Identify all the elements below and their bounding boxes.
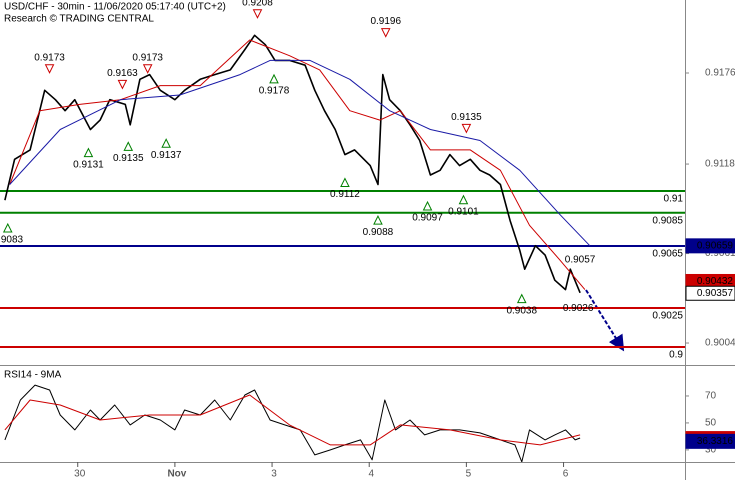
chart-subtitle: Research © TRADING CENTRAL [4,14,154,25]
low-marker [422,200,433,211]
low-label: 0.9101 [448,206,479,217]
high-label: 0.9163 [107,68,138,79]
level-label: 0.91 [664,194,684,205]
x-tick-label: Nov [167,469,186,480]
high-label: 0.9173 [34,52,65,63]
series-line [9,39,586,290]
chart-title: USD/CHF - 30min - 11/06/2020 05:17:40 (U… [4,2,226,13]
high-label: 0.9196 [370,16,401,27]
y-tick-label: 30 [705,445,717,456]
low-label: 0.9137 [151,150,182,161]
price-box [685,238,735,254]
x-tick-label: 5 [466,469,472,480]
high-marker [142,64,153,74]
price-box [685,433,735,449]
low-marker [161,138,171,148]
low-marker [373,215,383,225]
low-label: 0.9131 [73,159,104,170]
y-tick-label: 50 [705,418,717,429]
high-marker [461,123,472,134]
high-marker [117,79,128,90]
price-box-label: 0.90659 [697,240,734,251]
low-marker [123,141,134,151]
y-tick-label: 0.9118 [705,159,735,170]
high-marker [252,9,263,19]
price-box [685,285,735,301]
y-tick-label: 0.9004 [705,338,735,349]
low-marker [269,73,279,84]
axes: 0.9176 0.9118 0.9061 0.9004 0.91 0.9085 0.9065… [74,68,735,480]
x-tick-label: 30 [74,469,86,480]
price-box-label: 0.90432 [697,276,734,287]
low-marker [2,222,13,233]
series-line [4,34,581,294]
price-box-label: 0.90357 [697,288,734,299]
high-label: 0.9208 [242,0,273,8]
x-tick-label: 6 [563,469,569,480]
level-label: 0.9065 [652,249,683,260]
price-note: 0.9026 [563,303,594,314]
indicator-title: RSI14 - 9MA [4,370,62,381]
series-line [9,59,591,247]
low-label: 0.9097 [412,213,443,224]
low-label: 0.9178 [259,86,290,97]
price-note: 0.9057 [565,254,596,265]
low-marker [516,293,527,304]
high-label: 0.9135 [451,112,482,123]
low-label: 0.9088 [363,227,394,238]
high-marker [44,64,55,74]
level-label: 0.9085 [652,215,683,226]
low-marker [458,194,469,205]
high-marker [380,28,391,38]
level-label: 0.9025 [652,311,683,322]
low-label: 0.9135 [113,153,144,164]
series-line [4,394,581,446]
low-label: 0.9038 [506,305,537,316]
low-label: 0.9083 [0,235,24,246]
low-marker [83,147,94,158]
level-label: 0.9 [669,350,683,361]
y-tick-label: 70 [705,391,717,402]
high-label: 0.9173 [132,52,163,63]
rsi-pane [4,384,581,462]
low-marker [340,177,350,187]
price-box-label: 36.3316 [697,436,734,447]
y-tick-label: 0.9176 [705,68,735,79]
low-label: 0.9112 [330,189,360,200]
y-tick-label: 0.9061 [705,248,735,259]
x-tick-label: 4 [368,469,374,480]
x-tick-label: 3 [271,469,277,480]
forecast-arrow [585,289,625,352]
price-pane: 0.9173 0.9163 0.9173 0.9208 0.9196 0.9135 0.91… [0,0,685,348]
